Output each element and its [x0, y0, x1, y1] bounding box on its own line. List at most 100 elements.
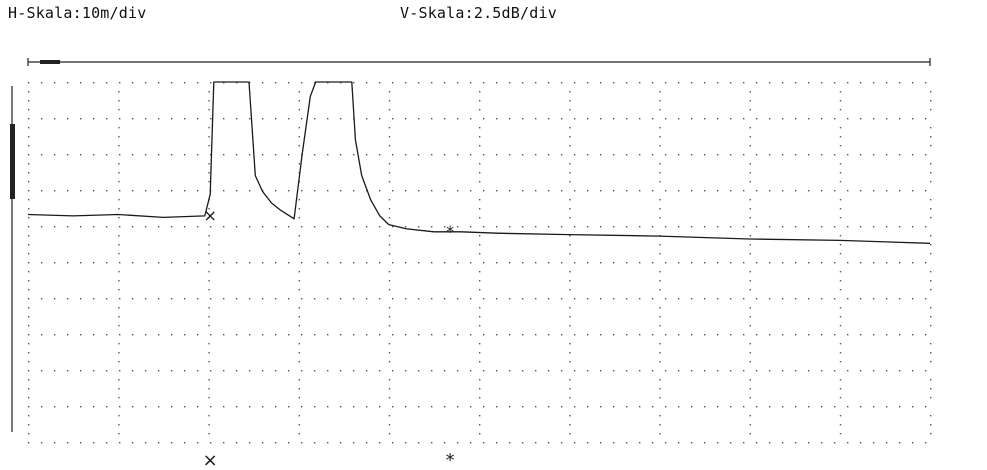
grid-dot-v: [749, 316, 751, 318]
grid-dot-h: [600, 82, 602, 84]
marker-layer: × * × *: [203, 206, 455, 470]
grid-dot-h: [522, 370, 524, 372]
grid-dot-h: [171, 370, 173, 372]
grid-dot-h: [314, 406, 316, 408]
grid-dot-h: [600, 118, 602, 120]
grid-dot-h: [392, 154, 394, 156]
grid-dot-v: [28, 379, 30, 381]
grid-dot-h: [652, 190, 654, 192]
grid-dot-v: [479, 172, 481, 174]
grid-dot-h: [197, 406, 199, 408]
grid-dot-h: [821, 82, 823, 84]
grid-dot-h: [444, 154, 446, 156]
grid-dot-h: [678, 154, 680, 156]
grid-dot-h: [145, 118, 147, 120]
grid-dot-v: [298, 352, 300, 354]
grid-dot-h: [535, 262, 537, 264]
grid-dot-h: [756, 226, 758, 228]
grid-dot-v: [28, 127, 30, 129]
grid-dot-v: [28, 289, 30, 291]
grid-dot-h: [483, 442, 485, 444]
grid-dot-v: [28, 343, 30, 345]
grid-dot-h: [119, 154, 121, 156]
grid-dot-h: [41, 262, 43, 264]
grid-dot-h: [561, 442, 563, 444]
grid-dot-h: [626, 442, 628, 444]
grid-dot-v: [388, 127, 391, 129]
grid-dot-h: [405, 442, 407, 444]
grid-dot-h: [808, 190, 810, 192]
grid-dot-v: [388, 136, 391, 138]
grid-dot-h: [54, 370, 56, 372]
grid-dot-v: [208, 280, 210, 282]
grid-dot-h: [28, 82, 30, 84]
grid-dot-h: [184, 118, 186, 120]
grid-dot-h: [327, 370, 329, 372]
grid-dot-h: [665, 334, 667, 336]
grid-dot-h: [769, 118, 771, 120]
grid-dot-h: [119, 298, 121, 300]
grid-dot-h: [704, 154, 706, 156]
grid-dot-v: [388, 172, 391, 174]
grid-dot-h: [743, 262, 745, 264]
grid-dot-h: [236, 118, 238, 120]
grid-dot-h: [197, 82, 199, 84]
grid-dot-h: [470, 298, 472, 300]
cursor-marker-0[interactable]: ×: [203, 450, 218, 470]
grid-dot-h: [93, 442, 95, 444]
vertical-scrollbar[interactable]: [10, 86, 15, 432]
grid-dot-h: [314, 118, 316, 120]
vertical-scrollbar-thumb[interactable]: [10, 124, 15, 199]
grid-dot-v: [208, 181, 210, 183]
grid-dot-h: [873, 262, 875, 264]
grid-dot-h: [366, 82, 368, 84]
grid-dot-v: [118, 217, 120, 219]
grid-dot-v: [28, 136, 30, 138]
grid-dot-v: [479, 307, 481, 309]
grid-dot-h: [639, 442, 641, 444]
grid-dot-v: [298, 136, 300, 138]
grid-dot-h: [847, 406, 849, 408]
grid-dot-h: [366, 226, 368, 228]
grid-dot-v: [930, 199, 932, 201]
grid-dot-v: [659, 181, 661, 183]
grid-dot-h: [171, 190, 173, 192]
grid-dot-v: [208, 415, 210, 417]
grid-dot-h: [67, 118, 69, 120]
grid-dot-v: [569, 136, 571, 138]
grid-dot-h: [834, 226, 836, 228]
grid-dot-h: [132, 406, 134, 408]
grid-dot-h: [756, 118, 758, 120]
scrollbar-thumb[interactable]: [40, 60, 60, 64]
grid-dot-h: [717, 154, 719, 156]
grid-dot-h: [483, 262, 485, 264]
grid-dot-h: [470, 82, 472, 84]
grid-dot-h: [613, 334, 615, 336]
grid-dot-v: [479, 379, 481, 381]
grid-dot-h: [717, 406, 719, 408]
grid-dot-v: [208, 127, 210, 129]
grid-dot-h: [821, 370, 823, 372]
grid-dot-h: [353, 370, 355, 372]
grid-dot-h: [717, 226, 719, 228]
grid-dot-v: [839, 415, 842, 417]
grid-dot-v: [208, 424, 210, 426]
grid-dot-h: [886, 118, 888, 120]
grid-dot-h: [678, 82, 680, 84]
horizontal-scrollbar[interactable]: [27, 58, 931, 66]
grid-dot-h: [236, 442, 238, 444]
grid-dot-h: [847, 82, 849, 84]
grid-dot-v: [298, 415, 300, 417]
cursor-marker-1[interactable]: *: [446, 450, 455, 470]
grid-dot-h: [756, 262, 758, 264]
grid-dot-h: [860, 262, 862, 264]
grid-dot-v: [388, 379, 391, 381]
grid-dot-h: [665, 226, 667, 228]
grid-dot-h: [678, 370, 680, 372]
grid-dot-h: [132, 298, 134, 300]
grid-dot-h: [886, 190, 888, 192]
grid-dot-h: [288, 226, 290, 228]
grid-dot-v: [208, 109, 210, 111]
grid-dot-h: [301, 118, 303, 120]
grid-dot-h: [353, 334, 355, 336]
